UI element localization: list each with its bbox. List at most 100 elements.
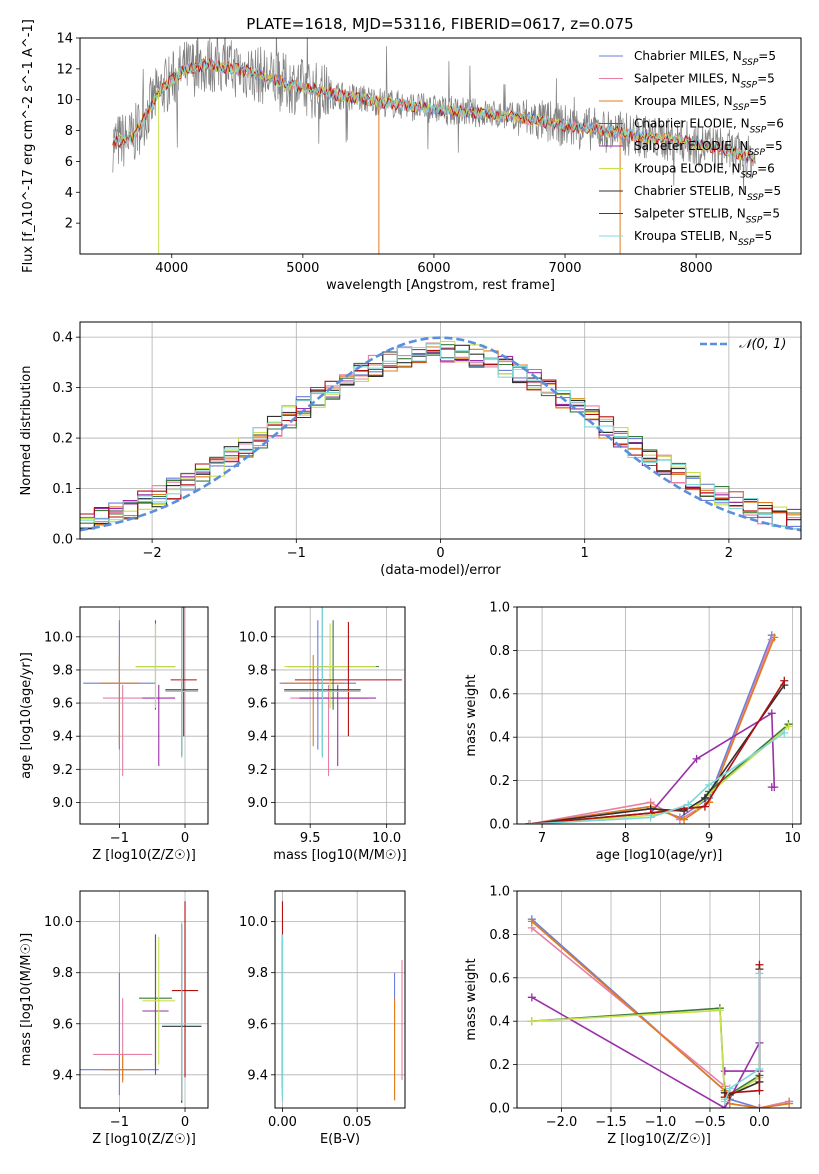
x-axis-label: wavelength [Angstrom, rest frame]	[326, 278, 555, 293]
panel-age_vs_Z: −1 0 9.0 9.2 9.4 9.6 9.8 10.0 Z [log10(Z/Z☉)] age…	[19, 606, 209, 863]
legend-subscript: SSP	[741, 81, 758, 91]
x-tick-label: 7000	[548, 261, 581, 276]
plot-area	[525, 631, 793, 824]
normal-curve	[80, 336, 801, 532]
y-tick-label: 0.0	[489, 818, 510, 833]
y-axis-label: Flux [f_λ10^-17 erg cm^-2 s^-1 A^-1]	[21, 19, 36, 273]
legend-subscript: SSP	[747, 193, 764, 203]
plot-area	[527, 915, 794, 1108]
x-tick-label: −1.5	[595, 1115, 627, 1130]
x-tick-label: 9	[705, 831, 713, 846]
plot-area	[80, 901, 202, 1103]
y-tick-label: 0.3	[52, 381, 73, 396]
marker-kroupa_stelib	[646, 813, 655, 822]
x-tick-label: −1	[110, 1115, 129, 1130]
series-line-chabrier_miles	[529, 634, 773, 824]
plot-area	[83, 607, 199, 776]
y-tick-label: 0.8	[489, 644, 510, 659]
y-axis-label: age [log10(age/yr)]	[19, 652, 34, 779]
y-tick-label: 10.0	[239, 630, 268, 645]
y-tick-label: 4	[65, 186, 73, 201]
legend-suffix: =5	[749, 94, 767, 108]
legend-label: Chabrier STELIB, NSSP=5	[634, 184, 781, 203]
y-tick-label: 9.6	[247, 697, 268, 712]
legend-label: Kroupa STELIB, NSSP=5	[634, 229, 772, 248]
panel-residuals: −2 −1 0 1 2 0.0 0.1 0.2 0.3 0.4 (data-model)/error…	[19, 321, 802, 578]
y-tick-label: 0.2	[489, 1058, 510, 1073]
y-tick-label: 2	[65, 217, 73, 232]
marker-kroupa_stelib	[755, 969, 764, 978]
y-tick-label: 9.6	[52, 1017, 73, 1032]
x-tick-label: 0.00	[268, 1115, 297, 1130]
axes-frame	[516, 890, 802, 1109]
marker-kroupa_miles	[680, 815, 689, 824]
marker-kroupa_stelib	[705, 780, 714, 789]
plot-area	[112, 38, 756, 254]
y-axis-label: mass weight	[464, 674, 479, 756]
axes-frame	[79, 37, 802, 255]
marker-chabrier_stelib	[700, 793, 709, 802]
y-tick-label: 0.6	[489, 971, 510, 986]
legend-suffix: =6	[766, 117, 784, 131]
legend-subscript: SSP	[746, 216, 763, 226]
x-axis-label: (data-model)/error	[380, 563, 501, 578]
axes-frame	[516, 606, 802, 825]
x-tick-label: −1	[110, 831, 129, 846]
marker-kroupa_stelib	[755, 1064, 764, 1073]
legend-label: Chabrier ELODIE, NSSP=6	[634, 117, 784, 136]
legend-label: Salpeter STELIB, NSSP=5	[634, 207, 780, 226]
y-tick-label: 9.8	[52, 966, 73, 981]
x-tick-label: 0.0	[749, 1115, 770, 1130]
y-tick-label: 6	[65, 155, 73, 170]
legend-suffix: =5	[758, 49, 776, 63]
marker-kroupa_stelib	[720, 1097, 729, 1106]
y-tick-label: 9.8	[247, 966, 268, 981]
legend-subscript: SSP	[738, 238, 755, 248]
y-tick-label: 8	[65, 124, 73, 139]
x-axis-label: Z [log10(Z/Z☉)]	[607, 1132, 711, 1147]
y-axis-label: Normed distribution	[19, 366, 34, 496]
series-line-kroupa_elodie	[531, 1009, 760, 1101]
legend-subscript: SSP	[741, 171, 758, 181]
y-tick-label: 1.0	[489, 601, 510, 616]
x-tick-label: 5000	[286, 261, 319, 276]
y-tick-label: 0.8	[489, 928, 510, 943]
x-tick-label: −2	[143, 546, 162, 561]
y-tick-label: 9.8	[247, 663, 268, 678]
y-tick-label: 0.4	[52, 331, 73, 346]
legend-suffix: =5	[764, 184, 782, 198]
x-tick-label: 0.05	[343, 1115, 372, 1130]
legend-suffix: =6	[757, 162, 775, 176]
x-tick-label: 4000	[155, 261, 188, 276]
y-tick-label: 9.6	[52, 697, 73, 712]
y-tick-label: 9.4	[247, 730, 268, 745]
marker-kroupa_miles	[527, 917, 536, 926]
marker-salpeter_elodie	[692, 754, 701, 763]
series-line-salpeter_miles	[529, 639, 773, 824]
y-tick-label: 0.2	[489, 774, 510, 789]
axes-frame	[79, 606, 209, 825]
marker-kroupa_stelib	[725, 1084, 734, 1093]
spectrum-legend: Chabrier MILES, NSSP=5 Salpeter MILES, NS…	[599, 49, 784, 248]
x-tick-label: 8	[621, 831, 629, 846]
x-axis-label: mass [log10(M/M☉)]	[273, 848, 406, 863]
y-tick-label: 10	[56, 93, 73, 108]
x-tick-label: 6000	[417, 261, 450, 276]
x-tick-label: 2	[725, 546, 733, 561]
marker-salpeter_elodie	[720, 1067, 729, 1076]
y-tick-label: 14	[56, 32, 73, 47]
legend-label: 𝒩(0, 1)	[739, 337, 786, 352]
axes-frame	[79, 321, 802, 540]
x-tick-label: 0	[181, 1115, 189, 1130]
series-line-kroupa_stelib	[724, 973, 761, 1102]
legend-label: Salpeter MILES, NSSP=5	[634, 72, 775, 91]
legend-suffix: =5	[762, 207, 780, 221]
y-axis-label: mass weight	[464, 958, 479, 1040]
y-tick-label: 0.4	[489, 731, 510, 746]
legend-suffix: =5	[754, 229, 772, 243]
marker-kroupa_stelib	[525, 820, 534, 824]
x-tick-label: −0.5	[694, 1115, 726, 1130]
legend-label: Chabrier MILES, NSSP=5	[634, 49, 776, 68]
series-line-kroupa_stelib	[529, 732, 785, 824]
